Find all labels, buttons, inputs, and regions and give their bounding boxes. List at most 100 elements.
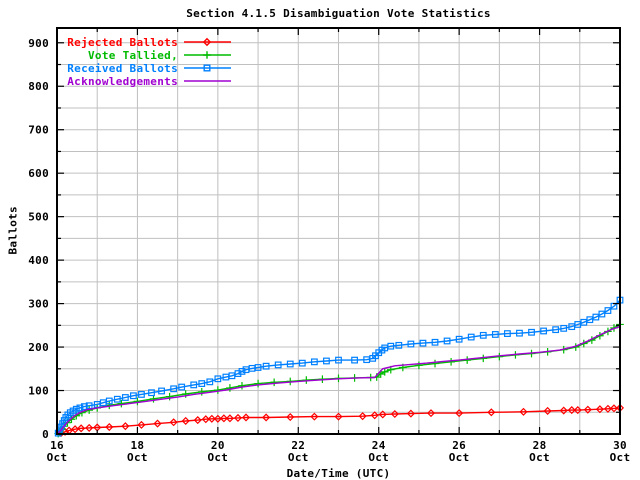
y-tick-label: 700 <box>28 124 49 137</box>
plus-marker <box>270 378 278 387</box>
legend-item-received-ballots: Received Ballots <box>67 62 231 75</box>
diamond-marker <box>233 413 243 422</box>
legend-label: Acknowledgements <box>67 75 178 88</box>
y-tick-label: 0 <box>42 428 49 441</box>
square-marker <box>479 331 487 339</box>
series-received-ballots <box>54 296 624 437</box>
square-marker <box>130 392 137 400</box>
gridlines <box>57 28 620 434</box>
plus-marker <box>380 368 389 376</box>
square-marker <box>203 64 211 72</box>
x-tick-label-month: Oct <box>610 451 631 464</box>
square-marker <box>407 340 415 348</box>
diamond-marker <box>169 418 178 427</box>
legend-label: Vote Tallied, <box>88 49 178 62</box>
x-tick-label-month: Oct <box>207 451 228 464</box>
series-line-received-ballots <box>57 299 621 434</box>
diamond-marker <box>225 414 234 423</box>
square-marker <box>254 364 262 371</box>
square-marker <box>198 380 206 387</box>
square-marker <box>504 330 511 337</box>
square-marker <box>443 337 451 345</box>
plus-marker <box>447 358 455 366</box>
plus-marker <box>149 394 158 403</box>
square-marker <box>80 403 88 411</box>
square-marker <box>395 341 403 349</box>
square-marker <box>455 335 463 343</box>
x-tick-label-month: Oct <box>288 451 309 464</box>
square-marker <box>190 381 198 389</box>
diamond-marker <box>370 411 379 420</box>
diamond-marker <box>390 409 399 419</box>
diamond-marker <box>193 416 202 425</box>
diamond-marker <box>595 405 604 414</box>
square-marker <box>598 310 606 318</box>
plus-marker <box>203 51 211 59</box>
square-marker <box>170 385 178 393</box>
series-markers-rejected-ballots <box>56 403 625 438</box>
series-line-rejected-ballots <box>60 407 621 434</box>
square-marker <box>148 389 155 397</box>
square-marker <box>310 358 318 366</box>
x-tick-label-day: 28 <box>533 439 547 452</box>
x-tick-label-day: 16 <box>50 439 64 452</box>
diamond-marker <box>241 413 251 422</box>
square-marker <box>158 387 165 395</box>
legend-label: Rejected Ballots <box>67 36 178 49</box>
x-tick-label-day: 20 <box>211 439 225 452</box>
square-marker <box>552 326 560 334</box>
plus-marker <box>117 399 126 408</box>
legend-item-vote-tallied: Vote Tallied, <box>88 49 231 62</box>
legend-item-rejected-ballots: Rejected Ballots <box>67 36 231 49</box>
plus-marker <box>238 381 246 390</box>
square-marker <box>323 357 330 365</box>
axes <box>56 27 621 435</box>
y-tick-label: 600 <box>28 167 49 180</box>
plus-marker <box>415 361 423 370</box>
y-tick-label: 900 <box>28 37 49 50</box>
series-acknowledgements <box>57 325 621 434</box>
plus-marker <box>197 388 206 396</box>
square-marker <box>298 359 306 367</box>
diamond-marker <box>181 416 190 426</box>
y-tick-label: 400 <box>28 254 49 267</box>
plus-marker <box>133 397 142 406</box>
diamond-marker <box>121 422 130 431</box>
square-marker <box>274 361 282 369</box>
x-tick-label-day: 30 <box>613 439 627 452</box>
x-tick-label-month: Oct <box>47 451 68 464</box>
diamond-marker <box>573 406 582 415</box>
square-marker <box>121 394 129 401</box>
square-marker <box>516 329 523 337</box>
diamond-marker <box>77 424 86 433</box>
diamond-marker <box>559 406 568 415</box>
legend-sample <box>184 51 231 59</box>
series-line-acknowledgements <box>57 325 621 434</box>
diamond-marker <box>105 422 114 432</box>
diamond-marker <box>334 412 343 421</box>
diamond-marker <box>455 409 464 418</box>
diamond-marker <box>378 410 387 419</box>
square-marker <box>431 338 439 346</box>
y-axis-title: Ballots <box>6 206 20 255</box>
square-marker <box>85 402 93 410</box>
diamond-marker <box>543 406 552 416</box>
series-markers-received-ballots <box>54 296 624 437</box>
y-tick-label: 100 <box>28 385 49 398</box>
plus-marker <box>431 359 439 368</box>
diamond-marker <box>137 420 146 429</box>
diamond-marker <box>615 403 625 412</box>
square-marker <box>351 356 358 364</box>
square-marker <box>234 370 242 377</box>
x-tick-label-month: Oct <box>127 451 148 464</box>
square-marker <box>262 362 270 370</box>
square-marker <box>214 375 222 383</box>
diamond-marker <box>286 412 295 422</box>
square-marker <box>419 339 427 347</box>
diamond-marker <box>153 419 162 428</box>
square-marker <box>560 324 568 332</box>
square-marker <box>105 397 113 405</box>
legend-item-acknowledgements: Acknowledgements <box>67 75 231 88</box>
